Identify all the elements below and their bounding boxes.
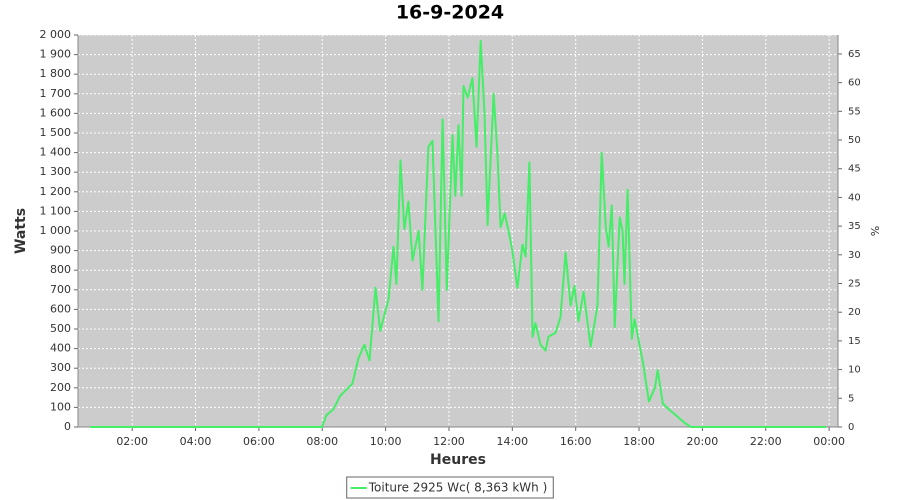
y2-tick-label: 45 bbox=[848, 164, 861, 175]
y-tick-label: 200 bbox=[50, 381, 71, 394]
y2-tick-label: 35 bbox=[848, 221, 861, 232]
y-tick-label: 1 300 bbox=[40, 165, 72, 178]
y-tick-label: 800 bbox=[50, 263, 71, 276]
x-tick-label: 08:00 bbox=[306, 435, 338, 448]
y2-tick-label: 40 bbox=[848, 192, 861, 203]
y2-tick-label: 5 bbox=[848, 393, 854, 404]
series-line bbox=[90, 39, 826, 428]
x-tick-label: 16:00 bbox=[560, 435, 592, 448]
y-tick-label: 1 900 bbox=[40, 48, 72, 61]
y-tick-label: 1 500 bbox=[40, 126, 72, 139]
y-tick-label: 1 600 bbox=[40, 106, 72, 119]
y-axis-label: Watts bbox=[13, 208, 29, 254]
x-tick-label: 20:00 bbox=[687, 435, 719, 448]
x-tick-label: 00:00 bbox=[813, 435, 845, 448]
x-axis-label: Heures bbox=[430, 452, 486, 468]
y-tick-label: 1 400 bbox=[40, 146, 72, 159]
x-tick-label: 06:00 bbox=[243, 435, 275, 448]
y2-tick-label: 0 bbox=[848, 422, 854, 433]
y-tick-label: 1 800 bbox=[40, 67, 72, 80]
x-tick-label: 12:00 bbox=[433, 435, 465, 448]
y2-tick-label: 50 bbox=[848, 135, 861, 146]
y-tick-label: 900 bbox=[50, 244, 71, 257]
y-tick-label: 1 000 bbox=[40, 224, 72, 237]
y-tick-label: 0 bbox=[64, 420, 71, 433]
y-tick-label: 100 bbox=[50, 400, 71, 413]
y2-tick-label: 30 bbox=[848, 250, 861, 261]
y-tick-label: 700 bbox=[50, 283, 71, 296]
x-tick-label: 14:00 bbox=[496, 435, 528, 448]
y-tick-label: 1 200 bbox=[40, 185, 72, 198]
y-tick-label: 1 100 bbox=[40, 204, 72, 217]
y2-tick-label: 55 bbox=[848, 106, 861, 117]
x-tick-label: 02:00 bbox=[116, 435, 148, 448]
x-tick-label: 10:00 bbox=[370, 435, 402, 448]
y-tick-label: 600 bbox=[50, 302, 71, 315]
legend-box bbox=[346, 476, 554, 499]
y2-tick-label: 60 bbox=[848, 78, 861, 89]
y2-tick-label: 10 bbox=[848, 365, 861, 376]
y-tick-label: 2 000 bbox=[40, 28, 72, 41]
x-tick-label: 22:00 bbox=[750, 435, 782, 448]
y2-axis-label: % bbox=[869, 226, 882, 236]
y2-tick-label: 20 bbox=[848, 307, 861, 318]
y-tick-label: 400 bbox=[50, 342, 71, 355]
y-tick-label: 1 700 bbox=[40, 87, 72, 100]
legend-label: Toiture 2925 Wc( 8,363 kWh ) bbox=[368, 481, 548, 495]
chart-title: 16-9-2024 bbox=[396, 2, 504, 24]
y-tick-label: 500 bbox=[50, 322, 71, 335]
y2-tick-label: 25 bbox=[848, 279, 861, 290]
x-tick-label: 04:00 bbox=[180, 435, 212, 448]
y2-tick-label: 65 bbox=[848, 49, 861, 60]
y2-tick-label: 15 bbox=[848, 336, 861, 347]
x-tick-label: 18:00 bbox=[623, 435, 655, 448]
y-tick-label: 300 bbox=[50, 361, 71, 374]
